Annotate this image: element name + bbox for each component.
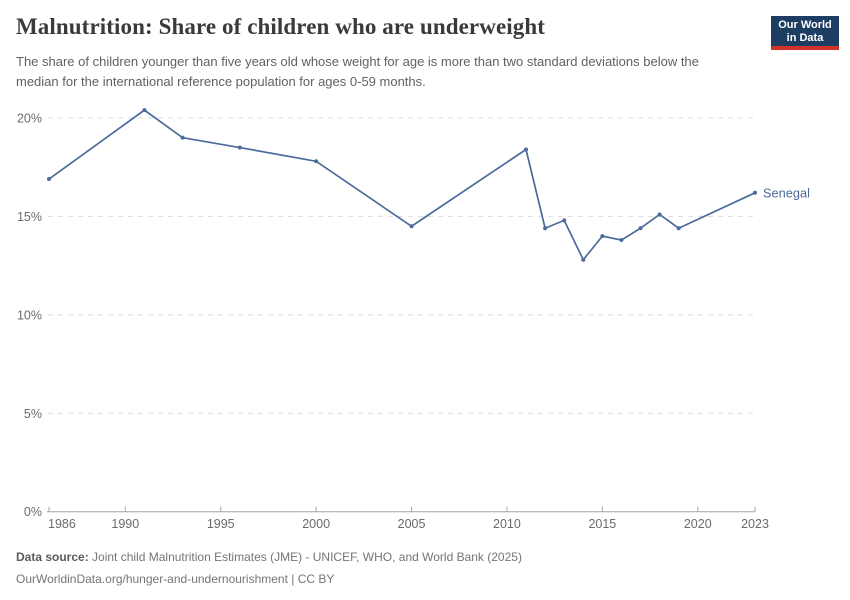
data-source-label: Data source:	[16, 550, 89, 564]
data-source-text: Joint child Malnutrition Estimates (JME)…	[88, 550, 522, 564]
x-tick-label: 2015	[588, 517, 616, 531]
y-tick-label: 15%	[17, 210, 42, 224]
owid-logo: Our World in Data	[771, 16, 839, 50]
data-point	[619, 238, 624, 243]
x-tick-label: 2010	[493, 517, 521, 531]
data-point	[638, 226, 643, 231]
data-point	[524, 147, 529, 152]
data-source-line: Data source: Joint child Malnutrition Es…	[16, 546, 816, 568]
data-line	[48, 109, 756, 261]
data-point	[314, 159, 319, 164]
x-tick-label: 1986	[48, 517, 76, 531]
page-title: Malnutrition: Share of children who are …	[16, 14, 546, 39]
x-tick-label: 1995	[207, 517, 235, 531]
y-tick-label: 20%	[17, 112, 42, 126]
x-tick-label: 2005	[398, 517, 426, 531]
data-point	[180, 135, 185, 140]
x-tick-label: 2023	[741, 517, 769, 531]
data-point	[409, 224, 414, 229]
line-chart: 0% 5% 10% 15% 20% 1986 1990 1995 2000 2005 2010 201…	[17, 108, 810, 531]
owid-logo-line2: in Data	[786, 32, 824, 44]
data-point	[581, 257, 586, 262]
x-tick-label: 2000	[302, 517, 330, 531]
data-point	[600, 234, 605, 239]
license-line: OurWorldinData.org/hunger-and-undernouri…	[16, 572, 335, 586]
y-tick-label: 0%	[24, 505, 42, 519]
data-point	[543, 226, 548, 231]
data-point	[676, 226, 681, 231]
y-tick-label: 5%	[24, 407, 42, 421]
data-point	[142, 108, 147, 113]
data-point	[237, 145, 242, 150]
owid-logo-line1: Our World	[778, 19, 832, 31]
series-label: Senegal	[763, 185, 810, 200]
data-point	[47, 177, 51, 182]
data-point	[562, 218, 567, 223]
data-point	[657, 212, 662, 217]
data-point	[753, 190, 757, 195]
chart-footer: Data source: Joint child Malnutrition Es…	[16, 546, 816, 590]
x-tick-label: 2020	[684, 517, 712, 531]
x-tick-label: 1990	[111, 517, 139, 531]
y-tick-label: 10%	[17, 308, 42, 322]
chart-subtitle: The share of children younger than five …	[16, 54, 699, 89]
